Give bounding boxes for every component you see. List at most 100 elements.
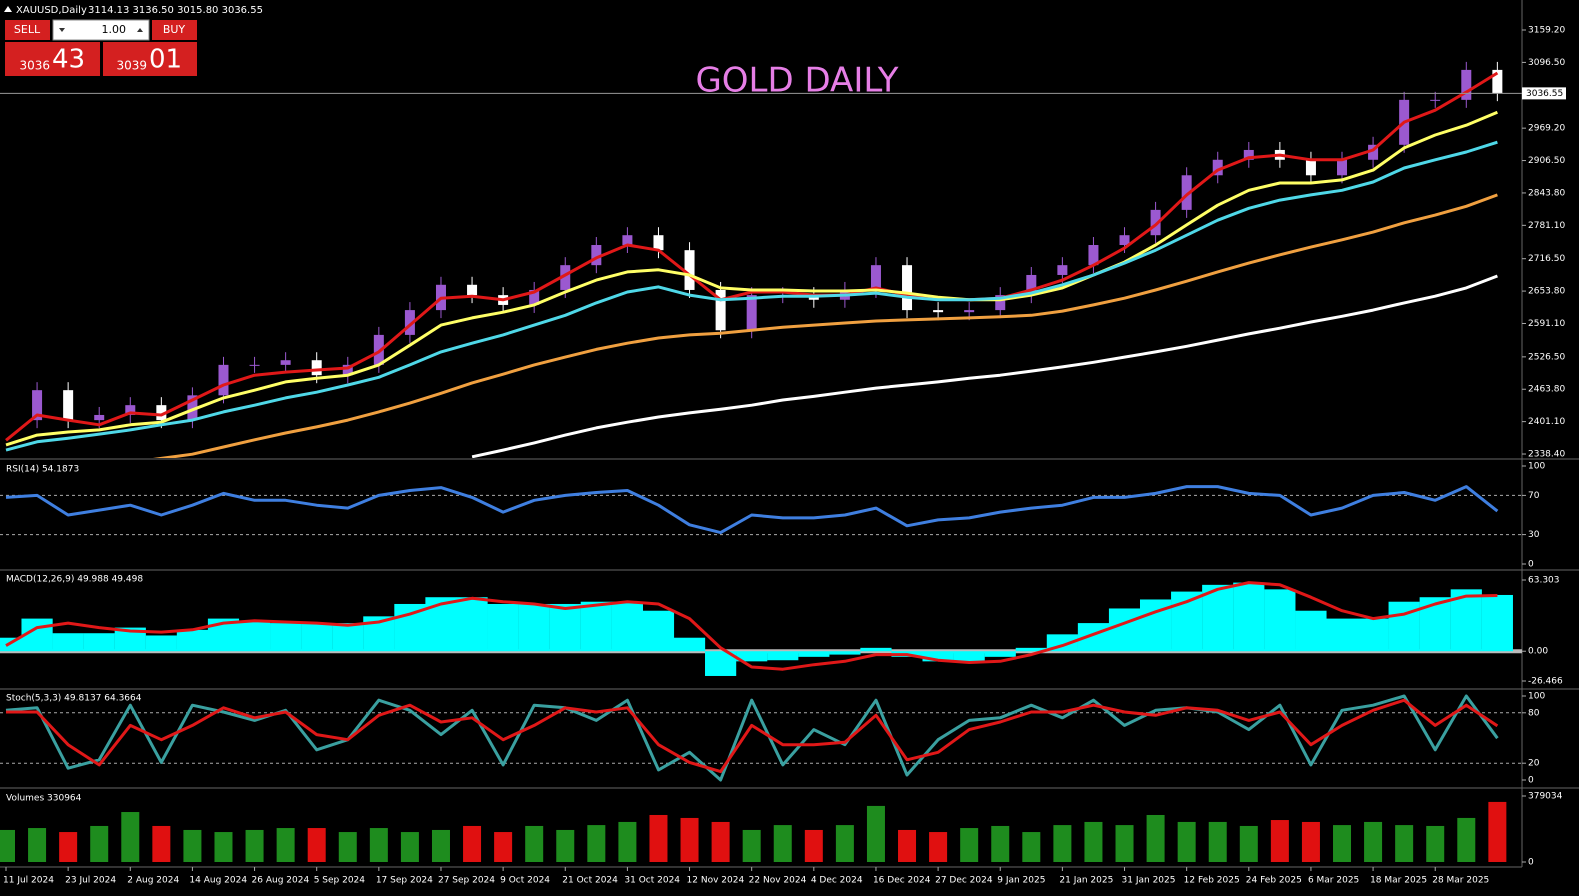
candle-body	[870, 265, 881, 290]
series-line	[5, 694, 1499, 782]
lots-input[interactable]	[52, 19, 150, 41]
lots-up[interactable]	[137, 28, 143, 32]
buy-button[interactable]	[152, 20, 197, 40]
series-line	[5, 110, 1498, 447]
y-tick-label: 0	[1528, 858, 1534, 868]
series-line	[5, 71, 1499, 442]
candle-body	[1305, 159, 1316, 176]
candle-body	[933, 310, 944, 313]
volume-bar	[1115, 825, 1134, 862]
y-tick-label: 0	[1528, 560, 1534, 570]
sell-button[interactable]	[5, 20, 50, 40]
last-price-box	[1522, 87, 1566, 100]
candle-body	[63, 390, 74, 421]
histogram-bar	[860, 647, 892, 652]
x-tick-label: 12 Nov 2024	[687, 876, 745, 886]
series-line	[5, 140, 1498, 452]
candle-body	[373, 334, 384, 365]
volume-bar	[649, 814, 668, 862]
volume-bar	[1208, 821, 1227, 862]
histogram-bar	[829, 651, 861, 655]
histogram-bar	[922, 651, 954, 662]
candle-body	[156, 405, 167, 421]
y-tick-label: 0.00	[1528, 647, 1548, 657]
histogram-bar	[114, 627, 146, 652]
volume-bar	[1177, 821, 1196, 862]
x-tick-label: 2 Aug 2024	[127, 876, 179, 886]
candle-body	[591, 245, 602, 266]
ohlc: 3114.13 3136.50 3015.80 3036.55	[88, 5, 263, 16]
trade-panel: SELL 1.00 BUY 3036 43 3039 01	[5, 19, 197, 76]
volume-bar	[711, 821, 730, 862]
x-tick-label: 9 Oct 2024	[500, 876, 550, 886]
histogram-bar	[83, 633, 115, 652]
series-line	[6, 698, 1499, 774]
volume-bar	[369, 828, 388, 862]
volume-bar	[463, 825, 482, 862]
y-tick-label: 80	[1528, 708, 1540, 718]
volume-bar	[898, 829, 917, 862]
x-tick-label: 27 Sep 2024	[438, 876, 495, 886]
volume-bar	[276, 828, 295, 862]
candle-body	[1492, 69, 1503, 94]
symbol-icon	[4, 6, 12, 12]
x-tick-label: 18 Mar 2025	[1370, 876, 1427, 886]
candle-body	[311, 360, 322, 376]
candle-body	[653, 235, 664, 251]
histogram-bar	[549, 603, 581, 652]
x-tick-label: 31 Jan 2025	[1122, 876, 1176, 886]
histogram-bar	[487, 603, 519, 652]
panel-title: Volumes 330964	[6, 794, 82, 804]
histogram-bar	[145, 635, 177, 652]
candle-body	[964, 310, 975, 313]
volume-bar	[680, 817, 699, 862]
y-tick-label: 30	[1528, 530, 1540, 540]
y-tick-label: 2526.50	[1528, 352, 1565, 362]
x-tick-label: 9 Jan 2025	[997, 876, 1045, 886]
volume-bar	[1053, 825, 1072, 862]
candle-body	[1430, 99, 1441, 101]
candle-body	[125, 405, 136, 415]
candle-body	[1461, 69, 1472, 100]
candle-body	[902, 265, 913, 311]
volume-bar	[338, 832, 357, 862]
candle-body	[560, 265, 571, 290]
buy-label: BUY	[163, 23, 186, 36]
panel-borders	[0, 0, 1579, 868]
volume-bar	[556, 829, 575, 862]
histogram-bar	[673, 637, 706, 652]
histogram-bar	[270, 623, 302, 652]
volume-bar	[1301, 821, 1320, 862]
x-tick-label: 11 Jul 2024	[3, 876, 54, 886]
histogram-bar	[1481, 594, 1513, 652]
candle-body	[32, 390, 43, 421]
volume-bar	[587, 825, 606, 862]
volume-bar	[28, 828, 47, 862]
histogram-bar	[767, 651, 799, 661]
volume-bar	[1146, 814, 1165, 862]
histogram-bar	[736, 651, 768, 662]
histogram-bar	[1108, 608, 1141, 652]
candle-body	[187, 395, 198, 421]
y-tick-label: 70	[1528, 491, 1540, 501]
histogram-bar	[984, 651, 1016, 657]
y-tick-label: 2401.10	[1528, 417, 1565, 427]
bid-box[interactable]	[5, 42, 100, 76]
histogram-bar	[580, 601, 612, 652]
x-tick-label: 23 Jul 2024	[65, 876, 116, 886]
candle-body	[1057, 265, 1068, 275]
volume-bar	[773, 825, 792, 862]
candle-body	[404, 310, 415, 335]
last-price-label: 3036.55	[1526, 89, 1563, 99]
volume-bar	[1084, 821, 1103, 862]
volume-bar	[1364, 821, 1383, 862]
y-tick-label: 100	[1528, 462, 1545, 472]
y-tick-label: 2969.20	[1528, 124, 1565, 134]
bid-small: 43	[52, 45, 85, 75]
lots-down[interactable]	[59, 28, 65, 32]
ask-box[interactable]	[103, 42, 197, 76]
volume-bar	[929, 832, 948, 862]
histogram-bar	[52, 633, 84, 652]
candle-body	[1368, 144, 1379, 160]
